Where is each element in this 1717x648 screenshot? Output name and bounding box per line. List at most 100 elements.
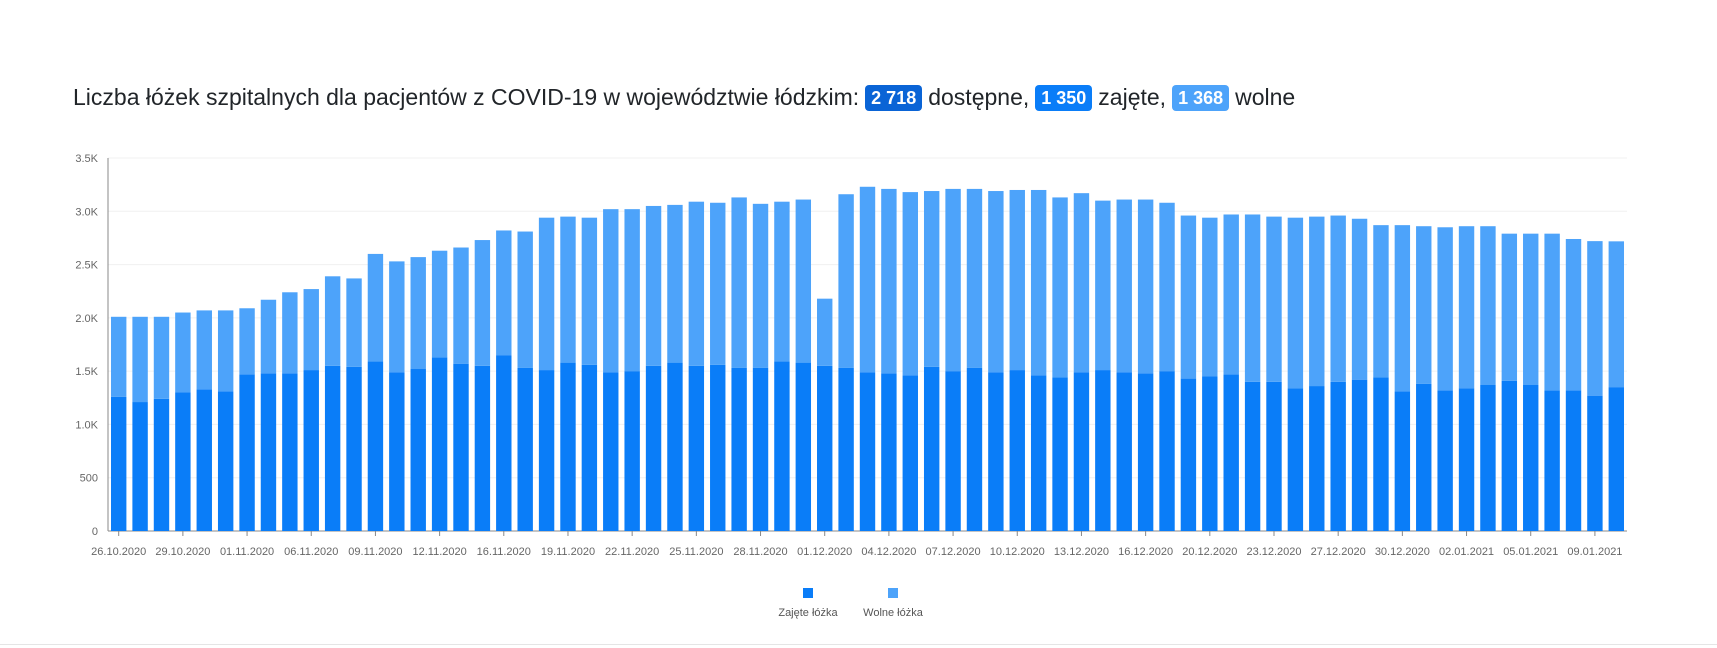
bar-free	[431, 250, 448, 358]
bar-occupied	[217, 391, 234, 531]
bar-occupied	[902, 375, 918, 531]
bar-occupied	[645, 365, 662, 531]
bar-free	[945, 188, 961, 372]
x-tick-label: 01.12.2020	[797, 546, 852, 558]
x-tick-label: 07.12.2020	[926, 546, 981, 558]
bar-free	[1330, 215, 1346, 382]
bar-occupied	[1416, 383, 1432, 531]
bar-free	[667, 204, 683, 363]
y-tick-label: 1.0K	[75, 419, 98, 431]
bar-free	[1116, 199, 1132, 373]
legend-label[interactable]: Zajęte łóżka	[778, 607, 838, 619]
bar-free	[517, 231, 533, 368]
bar-occupied	[1073, 372, 1090, 531]
bar-free	[1095, 200, 1111, 371]
x-tick-label: 13.12.2020	[1054, 546, 1109, 558]
bar-occupied	[1287, 388, 1304, 531]
legend-swatch[interactable]	[803, 588, 813, 598]
occupied-label: zajęte,	[1098, 84, 1167, 110]
bar-occupied	[923, 366, 940, 531]
bar-free	[1202, 217, 1218, 377]
bar-free	[196, 310, 212, 390]
bar-free	[838, 194, 854, 368]
bar-free	[817, 298, 833, 366]
bar-free	[966, 188, 983, 368]
bar-occupied	[581, 364, 598, 531]
bar-occupied	[496, 355, 512, 531]
bar-occupied	[1480, 384, 1496, 531]
bar-free	[1180, 215, 1197, 379]
bar-free	[688, 201, 705, 366]
bar-free	[282, 292, 298, 374]
bar-free	[217, 310, 234, 392]
bar-free	[324, 276, 341, 366]
bar-occupied	[560, 362, 576, 531]
bar-occupied	[1244, 381, 1261, 531]
available-badge: 2 718	[865, 84, 923, 111]
bar-free	[603, 209, 619, 373]
x-tick-label: 16.11.2020	[477, 546, 531, 558]
bar-free	[1501, 233, 1518, 381]
bar-free	[1073, 193, 1090, 373]
bar-free	[538, 217, 555, 371]
bar-free	[1394, 225, 1411, 392]
bar-occupied	[774, 361, 790, 531]
bar-free	[1351, 218, 1368, 380]
bar-free	[346, 278, 362, 367]
bar-occupied	[538, 370, 555, 531]
bar-occupied	[667, 362, 683, 531]
available-label: dostępne,	[928, 84, 1030, 110]
bar-free	[410, 257, 426, 370]
x-tick-label: 19.11.2020	[541, 546, 595, 558]
x-tick-label: 23.12.2020	[1246, 546, 1301, 558]
x-tick-label: 01.11.2020	[220, 546, 274, 558]
legend-swatch[interactable]	[888, 588, 898, 598]
bar-free	[1266, 216, 1282, 382]
bar-occupied	[838, 367, 854, 531]
bar-occupied	[1159, 371, 1175, 531]
bar-occupied	[410, 369, 426, 531]
bar-occupied	[282, 373, 298, 531]
bar-occupied	[346, 366, 362, 531]
bar-occupied	[966, 367, 983, 531]
x-tick-label: 29.10.2020	[155, 546, 210, 558]
bar-occupied	[431, 357, 448, 531]
x-tick-label: 25.11.2020	[669, 546, 723, 558]
bar-occupied	[710, 364, 726, 531]
x-tick-label: 02.01.2021	[1439, 546, 1494, 558]
bar-occupied	[517, 367, 533, 531]
bar-free	[175, 312, 191, 393]
free-label: wolne	[1235, 84, 1296, 110]
bar-free	[645, 205, 662, 366]
bar-free	[988, 191, 1004, 373]
bar-free	[474, 240, 491, 366]
bar-occupied	[817, 365, 833, 531]
y-tick-label: 3.0K	[75, 206, 98, 218]
bar-free	[1416, 226, 1432, 384]
chart-title: Liczba łóżek szpitalnych dla pacjentów z…	[73, 84, 860, 110]
bar-free	[132, 316, 148, 403]
bar-occupied	[1009, 370, 1025, 531]
bar-free	[1437, 227, 1453, 391]
bar-free	[923, 191, 940, 367]
bar-free	[453, 247, 469, 364]
bar-free	[752, 203, 769, 368]
x-tick-label: 06.11.2020	[284, 546, 338, 558]
bar-free	[389, 261, 405, 373]
bar-occupied	[1095, 370, 1111, 531]
legend-label[interactable]: Wolne łóżka	[863, 607, 924, 619]
bar-free	[110, 316, 127, 397]
x-tick-label: 05.01.2021	[1503, 546, 1558, 558]
bar-occupied	[474, 365, 491, 531]
bar-free	[881, 188, 897, 374]
occupied-badge: 1 350	[1035, 84, 1093, 111]
bar-occupied	[196, 389, 212, 531]
bar-free	[731, 197, 747, 368]
bar-occupied	[1180, 378, 1197, 531]
x-tick-label: 09.01.2021	[1567, 546, 1622, 558]
x-tick-label: 30.12.2020	[1375, 546, 1430, 558]
bar-free	[1608, 241, 1625, 388]
bar-occupied	[881, 373, 897, 531]
bar-free	[1587, 241, 1603, 396]
bar-free	[1565, 238, 1582, 391]
